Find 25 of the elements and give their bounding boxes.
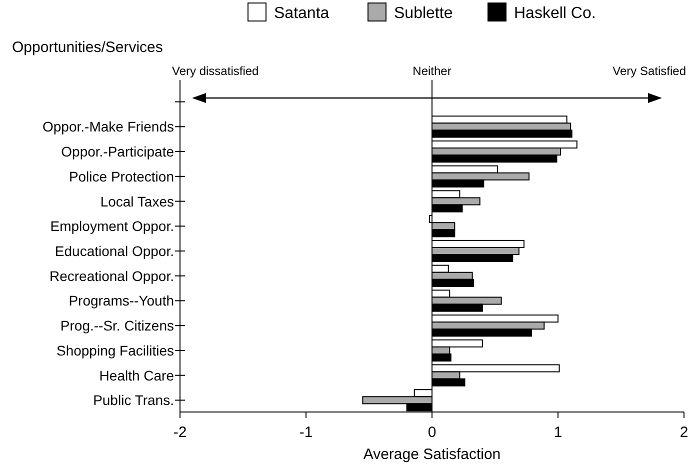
x-tick-label: 2 — [680, 424, 688, 441]
x-axis-title: Average Satisfaction — [363, 446, 501, 463]
y-tick-label: Recreational Oppor. — [49, 268, 174, 284]
x-tick-label: 0 — [428, 424, 436, 441]
y-tick-label: Educational Oppor. — [54, 243, 174, 259]
y-tick-label: Programs--Youth — [68, 292, 174, 309]
y-tick-label: Prog.--Sr. Citizens — [60, 318, 174, 334]
y-axis-title: Opportunities/Services — [12, 39, 163, 56]
x-tick-label: -2 — [173, 424, 187, 441]
legend-label: Satanta — [274, 5, 330, 22]
y-tick-label: Health Care — [99, 367, 174, 384]
legend-label: Sublette — [394, 5, 453, 22]
y-tick-label: Public Trans. — [93, 392, 174, 408]
y-tick-label: Police Protection — [68, 168, 174, 184]
legend-label: Haskell Co. — [514, 5, 596, 22]
y-tick-label: Shopping Facilities — [56, 342, 174, 358]
text: Neither — [412, 64, 452, 78]
x-tick-label: 1 — [554, 424, 562, 441]
y-tick-label: Local Taxes — [100, 193, 174, 210]
y-tick-label: Employment Oppor. — [50, 218, 174, 234]
text: Very Satisfied — [612, 64, 686, 78]
text: Very dissatisfied — [172, 64, 259, 78]
y-tick-label: Oppor.-Participate — [61, 144, 174, 160]
x-tick-label: -1 — [299, 424, 313, 441]
y-tick-label: Oppor.-Make Friends — [42, 118, 174, 135]
